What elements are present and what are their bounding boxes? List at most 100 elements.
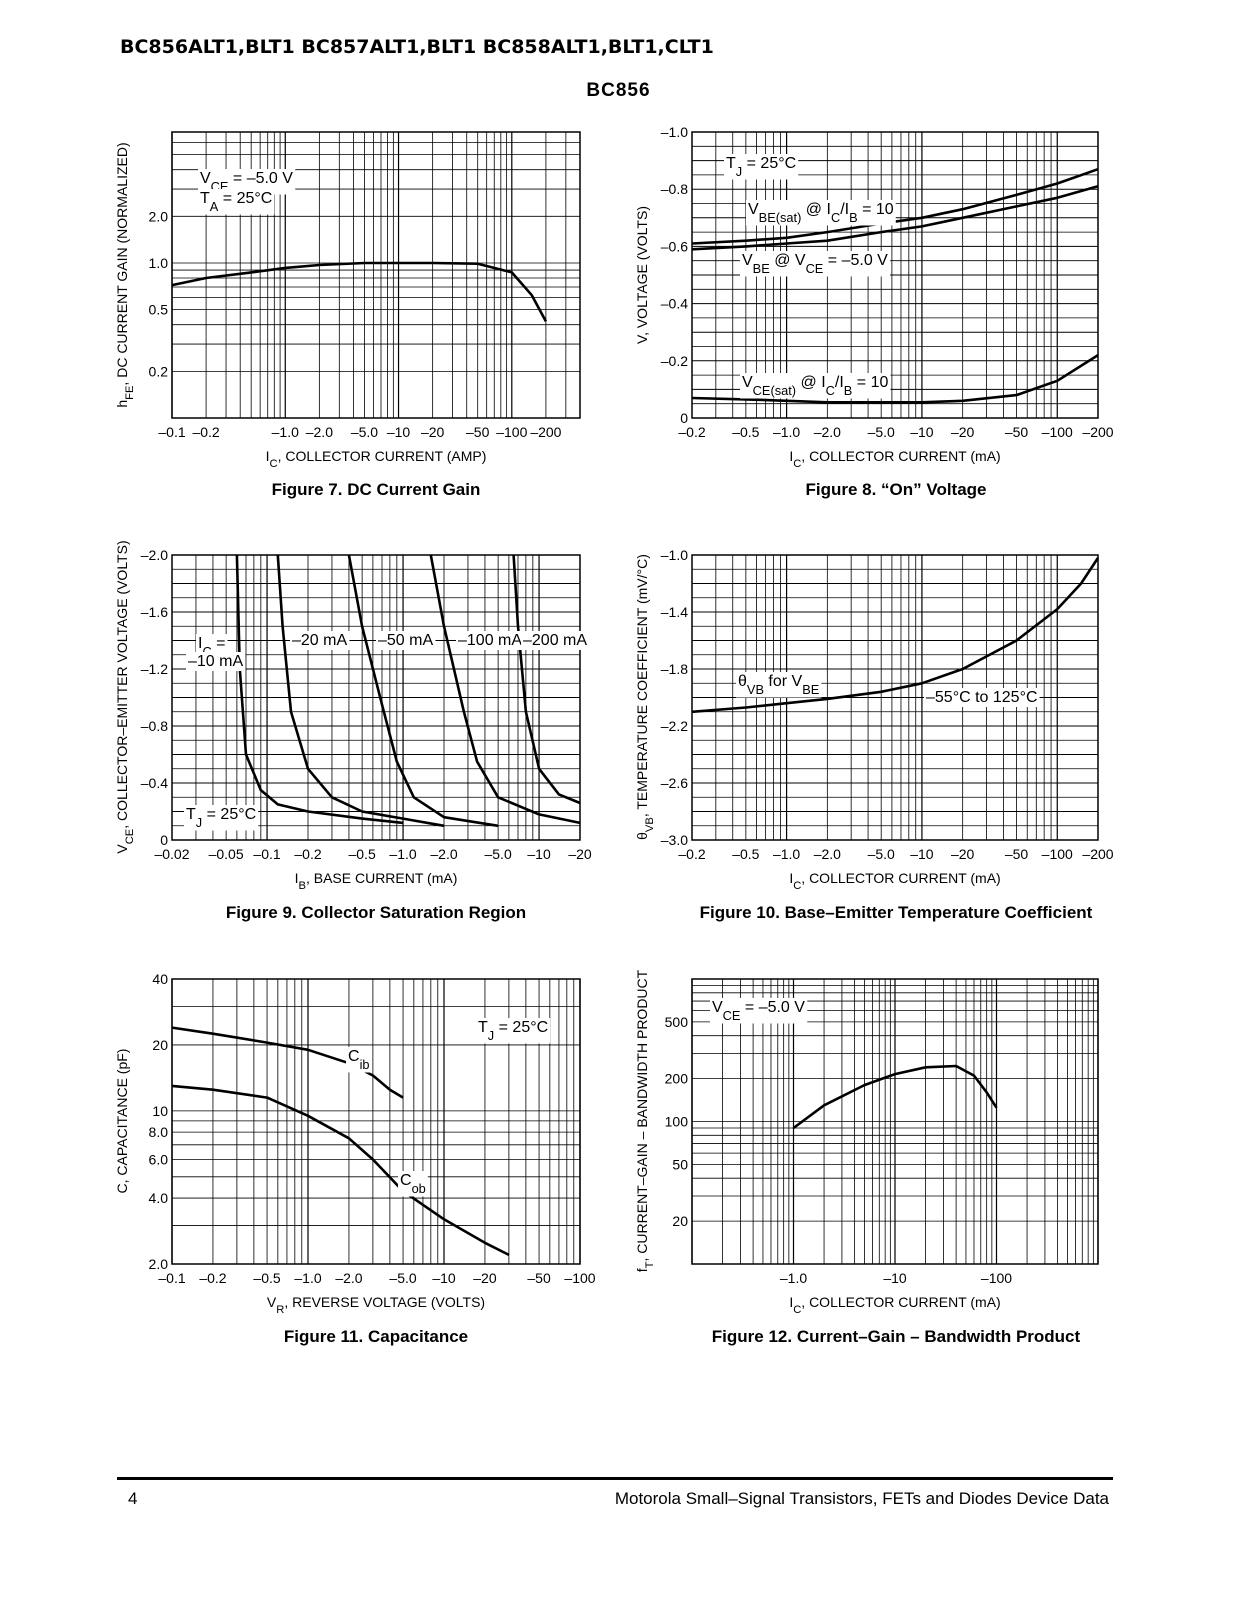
y-tick-label: –2.6: [661, 775, 688, 791]
y-tick-label: –2.2: [661, 718, 688, 734]
page-number: 4: [128, 1489, 138, 1508]
curve-annotation: –55°C to 125°C: [926, 689, 1038, 706]
x-tick-label: –100: [564, 1270, 595, 1286]
x-tick-label: –100: [1042, 846, 1073, 862]
x-tick-label: –0.02: [154, 846, 189, 862]
curve-series-1: [691, 167, 1099, 245]
x-tick-label: –10: [910, 846, 934, 862]
y-tick-label: 200: [665, 1071, 689, 1087]
x-tick-label: –0.2: [192, 424, 219, 440]
section-title: BC856: [586, 80, 651, 101]
y-tick-label: 20: [672, 1213, 688, 1229]
annotation-background: [198, 189, 275, 215]
y-tick-label: 10: [152, 1103, 168, 1119]
x-tick-label: –2.0: [430, 846, 457, 862]
curve-series-2: [276, 554, 445, 828]
y-tick-label: 6.0: [149, 1151, 169, 1167]
x-tick-label: –50: [527, 1270, 551, 1286]
y-tick-label: –1.4: [661, 604, 688, 620]
x-tick-label: –20: [421, 424, 445, 440]
x-tick-label: –5.0: [484, 846, 511, 862]
annotation-background: [456, 631, 525, 650]
annotation-background: [740, 373, 891, 399]
y-tick-label: 100: [665, 1114, 689, 1130]
x-tick-label: –5.0: [868, 846, 895, 862]
x-tick-label: –10: [527, 846, 551, 862]
plot-frame: [691, 978, 1099, 1265]
x-tick-label: –0.1: [158, 1270, 185, 1286]
x-tick-label: –0.2: [678, 424, 705, 440]
y-tick-label: –1.0: [661, 547, 688, 563]
annotation-background: [710, 998, 808, 1024]
curve-annotation: VCE = –5.0 V: [712, 999, 805, 1023]
x-tick-label: –10: [432, 1270, 456, 1286]
y-axis-label: θVB, TEMPERATURE COEFFICIENT (mV/°C): [634, 554, 656, 840]
x-tick-label: –20: [951, 846, 975, 862]
annotation-background: [746, 200, 896, 226]
plot-frame: [171, 131, 581, 419]
curve-series-1: [235, 554, 404, 825]
figure-10-caption: Figure 10. Base–Emitter Temperature Coef…: [699, 903, 1093, 922]
x-axis-label: VR, REVERSE VOLTAGE (VOLTS): [267, 1294, 485, 1316]
x-tick-label: –1.0: [272, 424, 299, 440]
y-tick-label: 0.2: [149, 363, 169, 379]
curve-annotation: –10 mA: [188, 653, 243, 670]
x-tick-label: –2.0: [335, 1270, 362, 1286]
plot-frame: [691, 131, 1099, 419]
y-axis-label: VCE, COLLECTOR–EMITTER VOLTAGE (VOLTS): [114, 540, 136, 853]
document-header: BC856ALT1,BLT1 BC857ALT1,BLT1 BC858ALT1,…: [120, 36, 714, 58]
curve-series-4: [429, 554, 581, 825]
x-tick-label: –0.5: [732, 424, 759, 440]
x-tick-label: –2.0: [814, 424, 841, 440]
y-tick-label: 50: [672, 1156, 688, 1172]
curve-annotation: TA = 25°C: [200, 190, 272, 214]
y-tick-label: 1.0: [149, 255, 169, 271]
y-tick-label: –1.6: [141, 604, 168, 620]
x-tick-label: –5.0: [351, 424, 378, 440]
annotation-background: [521, 631, 590, 650]
x-tick-label: –0.1: [158, 424, 185, 440]
y-tick-label: –1.8: [661, 661, 688, 677]
curve-series-5: [512, 554, 581, 805]
figure-9-caption: Figure 9. Collector Saturation Region: [225, 903, 527, 922]
x-tick-label: –200: [530, 424, 561, 440]
figure-7-caption: Figure 7. DC Current Gain: [271, 480, 481, 499]
plot-frame: [171, 978, 581, 1265]
figure-11-caption: Figure 11. Capacitance: [283, 1327, 469, 1346]
x-tick-label: –20: [951, 424, 975, 440]
figure-8-caption: Figure 8. “On” Voltage: [805, 480, 987, 499]
x-tick-label: –10: [387, 424, 411, 440]
x-tick-label: –10: [910, 424, 934, 440]
footer-text: Motorola Small–Signal Transistors, FETs …: [614, 1489, 1109, 1508]
x-tick-label: –50: [1005, 846, 1029, 862]
y-tick-label: –0.8: [141, 718, 168, 734]
x-tick-label: –100: [1042, 424, 1073, 440]
curve-annotation: TJ = 25°C: [186, 806, 256, 830]
x-tick-label: –2.0: [306, 424, 333, 440]
x-tick-label: –20: [568, 846, 592, 862]
x-tick-label: –2.0: [814, 846, 841, 862]
curve-annotation: TJ = 25°C: [726, 155, 796, 179]
curve-annotation: –20 mA: [292, 632, 347, 649]
x-tick-label: –1.0: [780, 1270, 807, 1286]
y-tick-label: –0.4: [661, 296, 688, 312]
y-tick-label: –0.8: [661, 181, 688, 197]
curve-series-3: [347, 554, 499, 828]
y-tick-label: –0.2: [661, 353, 688, 369]
curve-series-2: [171, 1084, 510, 1257]
x-tick-label: –0.2: [678, 846, 705, 862]
x-tick-label: –0.2: [294, 846, 321, 862]
plot-frame: [171, 554, 581, 841]
x-tick-label: –0.2: [199, 1270, 226, 1286]
x-tick-label: –5.0: [868, 424, 895, 440]
annotation-background: [398, 1171, 428, 1197]
y-tick-label: 20: [152, 1037, 168, 1053]
curve-annotation: IC =: [198, 635, 226, 659]
x-tick-label: –0.1: [253, 846, 280, 862]
x-tick-label: –0.05: [209, 846, 244, 862]
y-axis-label: V, VOLTAGE (VOLTS): [634, 206, 650, 344]
x-tick-label: –200: [1082, 424, 1113, 440]
annotation-background: [184, 805, 259, 831]
